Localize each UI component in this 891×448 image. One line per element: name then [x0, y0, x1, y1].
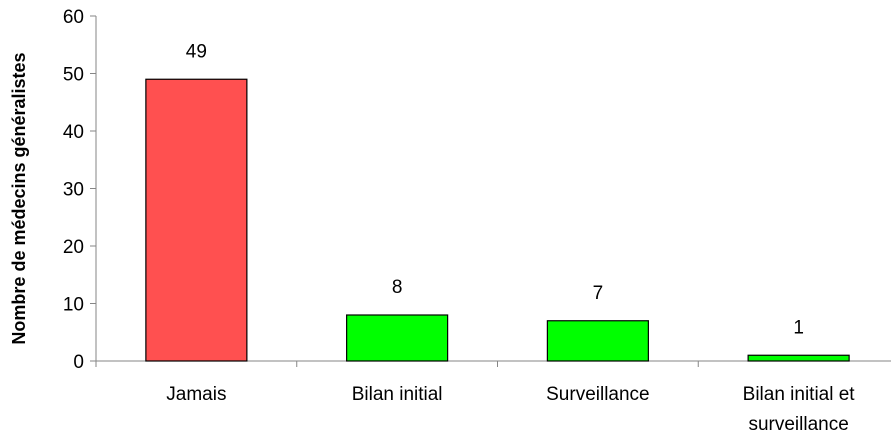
bar-value-label: 8 [392, 277, 403, 298]
y-tick-label: 30 [63, 180, 84, 201]
y-axis-title: Nombre de médecins généralistes [9, 52, 29, 344]
y-tick-label: 60 [63, 7, 84, 28]
y-axis-ticks: 0 10 20 30 40 50 60 [63, 7, 699, 373]
y-tick-label: 10 [63, 295, 84, 316]
y-tick-label: 20 [63, 237, 84, 258]
bar [546, 320, 649, 362]
x-category-label: surveillance [748, 414, 848, 435]
bar-value-label: 7 [593, 283, 604, 304]
x-category-label: Jamais [166, 384, 226, 405]
bars [145, 78, 850, 362]
x-category-label: Surveillance [546, 384, 650, 405]
data-labels: 49 8 7 1 [186, 41, 804, 338]
bar [747, 354, 850, 362]
bar-value-label: 1 [793, 317, 804, 338]
y-tick-label: 50 [63, 65, 84, 86]
y-tick-label: 0 [73, 352, 84, 373]
x-axis-categories: Jamais Bilan initial Surveillance Bilan ini… [166, 384, 855, 435]
bar-value-label: 49 [186, 41, 207, 62]
bar [145, 78, 248, 362]
bar [346, 314, 449, 362]
y-tick-label: 40 [63, 122, 84, 143]
x-category-label: Bilan initial et [743, 384, 856, 405]
x-category-label: Bilan initial [352, 384, 443, 405]
